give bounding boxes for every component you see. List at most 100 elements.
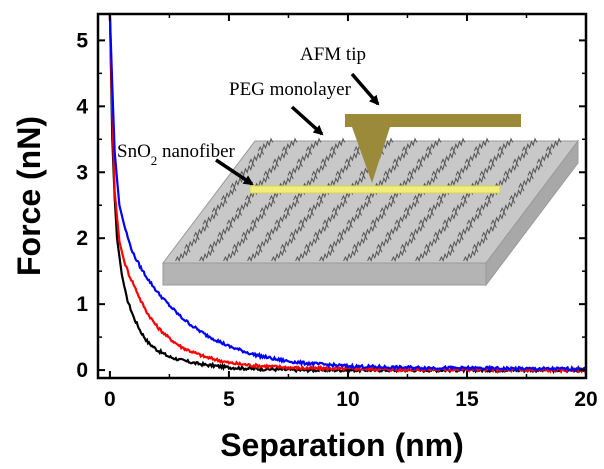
peg-chain [278,174,294,189]
peg-chain [400,235,416,250]
peg-chain [451,198,468,214]
peg-chain [521,137,538,153]
x-tick-label: 5 [223,388,235,411]
peg-chain [250,210,267,226]
peg-chain [431,161,447,177]
peg-chain [343,247,359,262]
peg-chain [305,137,322,153]
peg-chain [475,198,492,214]
x-tick-label: 15 [455,388,479,411]
peg-chain [442,210,459,226]
afm-tip-pyramid [352,127,390,183]
peg-chain [295,247,311,262]
peg-chain [257,137,274,153]
peg-chain [232,235,248,250]
peg-chain [422,174,438,189]
peg-chain [355,198,372,214]
peg-chain [440,149,457,165]
annotation-label: PEG monolayer [229,79,352,100]
peg-chain [361,222,377,238]
peg-chain [319,247,335,262]
substrate-side [485,139,579,287]
peg-chain [211,198,228,214]
y-tick-label: 4 [76,95,88,118]
annotation-layer: AFM tip PEG monolayer SnO2 nanofiber [117,44,380,186]
peg-chain [202,210,219,226]
peg-chain [494,174,510,189]
peg-chain [424,235,440,250]
peg-chain [481,222,497,238]
peg-chain [466,210,483,226]
peg-chain [241,222,257,238]
annotation-arrow [290,105,324,136]
peg-chain [527,161,543,177]
peg-chain [394,210,411,226]
y-tick-label: 0 [76,359,88,382]
peg-chain [184,235,200,250]
peg-chain [536,149,553,165]
peg-chain [335,161,351,177]
y-tick-label: 5 [76,29,88,52]
y-tick-label: 2 [76,227,88,250]
plot-frame [96,12,588,380]
peg-chain [407,161,423,177]
peg-chain [448,235,464,250]
peg-chain [455,161,471,177]
peg-chain [367,247,383,262]
peg-chain [473,137,490,153]
peg-chain [208,235,224,250]
x-tick-label: 20 [574,388,597,411]
peg-chain [265,222,281,238]
annotation-label: SnO2 nanofiber [117,141,236,168]
peg-chain [223,247,239,262]
peg-chain [379,198,396,214]
peg-chain [392,149,409,165]
peg-chain [313,222,329,238]
peg-chain [472,235,488,250]
cantilever [345,114,521,127]
peg-chain [248,149,265,165]
peg-chain [503,161,519,177]
y-tick-label: 1 [76,293,88,316]
peg-chain [464,149,481,165]
peg-chain [545,137,562,153]
peg-chain [298,210,315,226]
series-line-3 [108,14,586,372]
peg-chain [374,174,390,189]
peg-chain [304,235,320,250]
peg-chain [256,235,272,250]
peg-chain [311,161,327,177]
peg-chain [254,174,270,189]
peg-chain [326,174,342,189]
peg-chain [416,149,433,165]
peg-chain [274,210,291,226]
peg-chain [490,210,507,226]
peg-chain [263,161,279,177]
peg-chain [226,210,243,226]
peg-chain [259,198,276,214]
series-layer [108,14,586,375]
peg-chain [247,247,263,262]
peg-chain [518,174,534,189]
peg-chain [289,222,305,238]
nanofiber [249,185,501,194]
peg-chain [433,222,449,238]
peg-chain [217,222,233,238]
peg-chain [281,137,298,153]
peg-chain [344,149,361,165]
ticks-layer: 0 5 10 15 20 0 1 2 3 4 5 [76,14,598,411]
peg-chain [272,149,289,165]
peg-chain [322,210,339,226]
peg-chain [385,222,401,238]
peg-chain [199,247,215,262]
peg-chain [346,210,363,226]
peg-chain [439,247,455,262]
peg-chain [193,222,209,238]
substrate-front [162,262,487,286]
peg-chain [449,137,466,153]
peg-chain [287,161,303,177]
peg-chain [350,174,366,189]
peg-chain [409,222,425,238]
peg-chain [307,198,324,214]
